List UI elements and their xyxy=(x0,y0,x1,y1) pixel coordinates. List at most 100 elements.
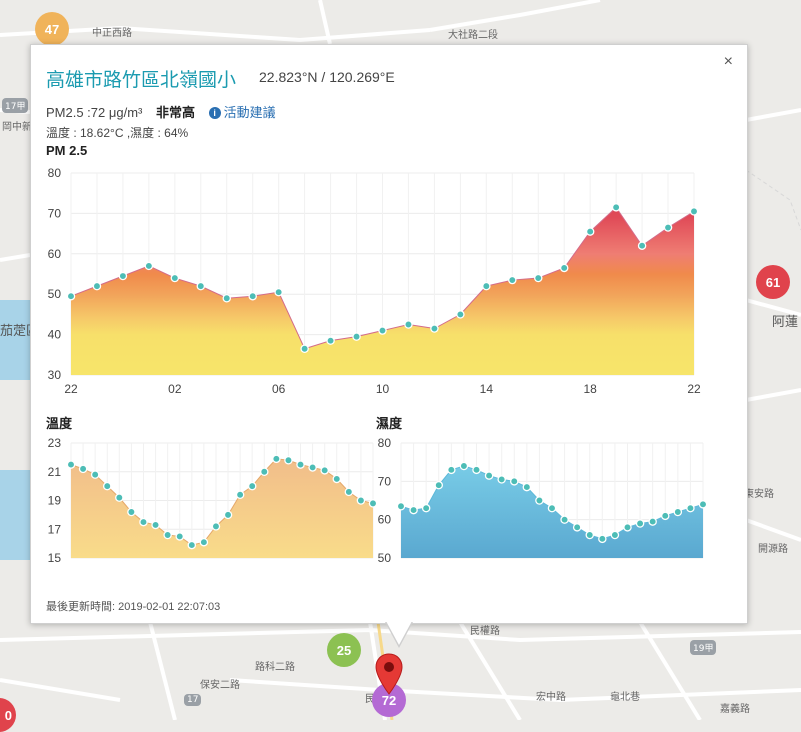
data-point[interactable] xyxy=(272,454,281,464)
last-updated: 最後更新時間: 2019-02-01 22:07:03 xyxy=(46,601,221,613)
route-shield: 17 xyxy=(184,694,202,706)
data-point[interactable] xyxy=(352,332,361,341)
data-point[interactable] xyxy=(223,510,233,520)
data-point[interactable] xyxy=(547,503,557,513)
data-point[interactable] xyxy=(508,275,517,285)
y-tick-label: 19 xyxy=(48,494,62,508)
data-point[interactable] xyxy=(332,474,342,484)
data-point[interactable] xyxy=(326,336,335,345)
y-tick-label: 30 xyxy=(48,368,62,382)
data-point[interactable] xyxy=(611,203,621,212)
data-point[interactable] xyxy=(163,530,172,540)
temp-chart-title: 溫度 xyxy=(46,416,73,431)
data-point[interactable] xyxy=(572,523,582,532)
pm-chart: 30 40 50 60 70 80 22 02 06 10 14 18 22 xyxy=(48,166,701,396)
data-point[interactable] xyxy=(456,310,465,319)
x-tick-label: 14 xyxy=(480,382,494,396)
data-point[interactable] xyxy=(447,465,456,475)
close-icon[interactable]: × xyxy=(723,53,733,70)
aqi-marker[interactable]: 61 xyxy=(756,265,790,299)
data-point[interactable] xyxy=(211,522,221,531)
data-point[interactable] xyxy=(698,500,708,509)
info-icon[interactable]: i xyxy=(208,107,221,119)
data-point[interactable] xyxy=(585,227,595,236)
activity-advice-link[interactable]: 活動建議 xyxy=(223,105,276,120)
data-point[interactable] xyxy=(430,324,439,333)
data-point[interactable] xyxy=(472,465,481,475)
data-point[interactable] xyxy=(222,293,231,303)
data-point[interactable] xyxy=(308,463,317,472)
data-point[interactable] xyxy=(196,281,206,291)
map-label: 岡中新 xyxy=(2,122,32,133)
data-point[interactable] xyxy=(296,460,305,469)
data-point[interactable] xyxy=(175,532,184,541)
data-point[interactable] xyxy=(610,530,620,540)
data-point[interactable] xyxy=(115,493,124,502)
data-point[interactable] xyxy=(199,537,209,547)
data-point[interactable] xyxy=(139,517,148,527)
data-point[interactable] xyxy=(434,480,444,490)
data-point[interactable] xyxy=(368,499,376,508)
data-point[interactable] xyxy=(559,263,569,273)
data-point[interactable] xyxy=(300,344,309,353)
data-point[interactable] xyxy=(533,273,543,283)
data-point[interactable] xyxy=(66,291,76,301)
x-tick-label: 18 xyxy=(583,382,597,396)
data-point[interactable] xyxy=(378,326,387,335)
y-tick-label: 40 xyxy=(48,328,62,342)
data-point[interactable] xyxy=(637,241,647,250)
x-tick-label: 06 xyxy=(272,382,286,396)
route-shield: 17甲 xyxy=(2,98,29,113)
data-point[interactable] xyxy=(170,273,180,283)
aqi-marker[interactable]: 25 xyxy=(327,633,361,667)
data-point[interactable] xyxy=(260,467,269,477)
data-point[interactable] xyxy=(90,470,100,479)
map-label: 阿蓮 xyxy=(772,315,799,330)
data-point[interactable] xyxy=(247,481,257,491)
data-point[interactable] xyxy=(648,517,657,526)
data-point[interactable] xyxy=(151,520,160,530)
data-point[interactable] xyxy=(66,460,76,469)
data-point[interactable] xyxy=(127,507,136,517)
data-point[interactable] xyxy=(560,515,569,524)
data-point[interactable] xyxy=(663,223,673,232)
series-area xyxy=(71,207,694,375)
data-point[interactable] xyxy=(102,481,112,491)
data-point[interactable] xyxy=(635,519,645,528)
data-point[interactable] xyxy=(484,471,494,480)
data-point[interactable] xyxy=(535,496,544,505)
data-point[interactable] xyxy=(686,503,695,513)
data-point[interactable] xyxy=(396,502,406,511)
location-pin-icon[interactable] xyxy=(374,652,404,696)
data-point[interactable] xyxy=(404,320,413,329)
data-point[interactable] xyxy=(78,464,88,474)
data-point[interactable] xyxy=(497,475,506,484)
data-point[interactable] xyxy=(459,461,469,471)
data-point[interactable] xyxy=(144,261,154,271)
data-point[interactable] xyxy=(409,505,418,515)
data-point[interactable] xyxy=(284,455,293,465)
data-point[interactable] xyxy=(92,281,102,291)
data-point[interactable] xyxy=(522,482,532,492)
data-point[interactable] xyxy=(274,287,283,297)
data-point[interactable] xyxy=(623,523,632,532)
data-point[interactable] xyxy=(344,487,354,497)
data-point[interactable] xyxy=(187,540,197,550)
aqi-marker[interactable]: 47 xyxy=(35,12,69,46)
data-point[interactable] xyxy=(673,507,683,517)
data-point[interactable] xyxy=(356,496,366,505)
pm-level: 非常高 xyxy=(155,105,195,120)
data-point[interactable] xyxy=(509,477,519,486)
data-point[interactable] xyxy=(320,466,329,475)
y-tick-label: 15 xyxy=(48,551,62,565)
data-point[interactable] xyxy=(248,291,257,301)
data-point[interactable] xyxy=(598,534,607,544)
data-point[interactable] xyxy=(689,207,699,216)
data-point[interactable] xyxy=(482,281,491,291)
data-point[interactable] xyxy=(660,511,670,521)
data-point[interactable] xyxy=(585,530,594,540)
popup-tail xyxy=(386,621,412,645)
data-point[interactable] xyxy=(235,490,245,500)
data-point[interactable] xyxy=(118,271,128,281)
data-point[interactable] xyxy=(421,503,431,513)
